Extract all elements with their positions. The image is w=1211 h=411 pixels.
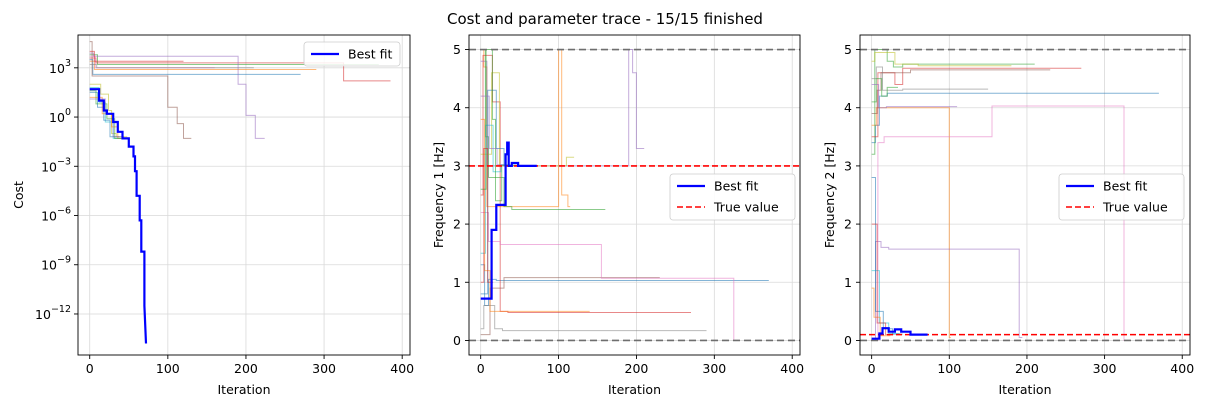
freq1-trial-line bbox=[480, 305, 707, 332]
cost-trial-line bbox=[89, 52, 265, 139]
cost-axes: 0 100 200 300 400 103 100 10−3 10−6 10−9 10−12 Iter… bbox=[11, 34, 414, 397]
freq1-ytick-label: 5 bbox=[453, 42, 461, 57]
freq1-xtick-label: 400 bbox=[780, 361, 804, 376]
cost-ytick-label: 10−9 bbox=[41, 255, 71, 273]
freq1-xtick-label: 100 bbox=[547, 361, 571, 376]
freq2-frame bbox=[859, 34, 1191, 356]
freq2-trial-line bbox=[871, 84, 958, 109]
cost-xtick-label: 300 bbox=[312, 361, 336, 376]
freq1-legend-label: True value bbox=[713, 200, 779, 215]
cost-trial-line bbox=[89, 50, 184, 62]
freq1-legend: Best fit True value bbox=[669, 173, 796, 221]
freq1-trial-line bbox=[480, 277, 660, 336]
cost-trial-line bbox=[89, 64, 254, 69]
freq1-xtick-label: 0 bbox=[477, 361, 485, 376]
freq2-trial-line bbox=[871, 66, 989, 91]
freq1-xtick-label: 200 bbox=[625, 361, 649, 376]
freq2-ytick-label: 4 bbox=[844, 100, 852, 115]
freq2-xtick-label: 0 bbox=[868, 361, 876, 376]
freq2-xtick-label: 400 bbox=[1170, 361, 1194, 376]
freq1-trial-line bbox=[480, 49, 571, 208]
freq2-ytick-label: 5 bbox=[844, 42, 852, 57]
cost-xlabel: Iteration bbox=[217, 382, 270, 397]
cost-ytick-label: 10−3 bbox=[41, 156, 71, 174]
freq1-ytick-label: 3 bbox=[453, 158, 461, 173]
freq1-trial-line bbox=[480, 54, 691, 313]
cost-best-fit-line bbox=[89, 88, 148, 344]
freq1-xtick-label: 300 bbox=[702, 361, 726, 376]
freq1-ylabel: Frequency 1 [Hz] bbox=[431, 142, 446, 248]
freq2-xlabel: Iteration bbox=[998, 382, 1051, 397]
freq2-legend-label: Best fit bbox=[1103, 179, 1148, 194]
freq1-axes: 0 100 200 300 400 0 1 2 3 4 5 Iteration Frequency 1 … bbox=[431, 34, 804, 397]
cost-xtick-label: 0 bbox=[86, 361, 94, 376]
figure-title: Cost and parameter trace - 15/15 finishe… bbox=[447, 10, 763, 28]
freq2-ytick-label: 1 bbox=[844, 275, 852, 290]
freq1-trial-line bbox=[480, 49, 520, 202]
freq1-frame bbox=[468, 34, 801, 356]
freq1-trial-line bbox=[480, 148, 494, 283]
freq2-legend-label: True value bbox=[1102, 200, 1168, 215]
freq1-trial-line bbox=[480, 212, 738, 341]
freq2-trial-line bbox=[871, 92, 1159, 144]
freq2-xtick-label: 100 bbox=[937, 361, 961, 376]
cost-trial-line bbox=[89, 59, 301, 75]
freq2-trial-line bbox=[871, 49, 1035, 155]
freq2-trial-line bbox=[871, 78, 898, 103]
freq2-trial-line bbox=[871, 52, 1012, 67]
freq1-ytick-label: 0 bbox=[453, 333, 461, 348]
cost-ytick-label: 100 bbox=[49, 107, 71, 125]
cost-ytick-label: 10−6 bbox=[41, 206, 71, 224]
freq1-trial-line bbox=[480, 118, 590, 312]
cost-legend-box bbox=[303, 41, 401, 67]
freq2-trial-line bbox=[871, 67, 1082, 138]
cost-xtick-label: 400 bbox=[390, 361, 414, 376]
freq1-trials bbox=[480, 49, 769, 341]
freq2-trial-line bbox=[871, 177, 903, 335]
freq1-legend-label: Best fit bbox=[714, 179, 759, 194]
freq2-trial-line bbox=[871, 223, 894, 336]
freq2-ytick-label: 3 bbox=[844, 158, 852, 173]
cost-legend: Best fit bbox=[303, 41, 401, 67]
freq2-trial-line bbox=[871, 69, 1051, 114]
freq2-best-fit-line bbox=[871, 327, 928, 340]
cost-ytick-label: 103 bbox=[49, 58, 71, 76]
freq2-trial-line bbox=[871, 241, 1023, 341]
cost-xtick-label: 200 bbox=[234, 361, 258, 376]
cost-frame bbox=[77, 34, 411, 356]
freq2-xtick-label: 200 bbox=[1015, 361, 1039, 376]
freq1-ytick-label: 2 bbox=[453, 217, 461, 232]
cost-trials bbox=[89, 41, 391, 139]
freq1-trial-line bbox=[480, 49, 606, 210]
freq1-best-fit-line bbox=[480, 141, 537, 300]
freq2-trials bbox=[871, 49, 1159, 341]
freq2-axes: 0 100 200 300 400 0 1 2 3 4 5 Iteration Frequency 2 … bbox=[822, 34, 1194, 397]
freq2-ylabel: Frequency 2 [Hz] bbox=[822, 142, 837, 248]
cost-trial-line bbox=[89, 41, 192, 139]
freq2-xtick-label: 300 bbox=[1093, 361, 1117, 376]
freq1-ytick-label: 1 bbox=[453, 275, 461, 290]
cost-ylabel: Cost bbox=[11, 181, 26, 209]
freq2-ytick-label: 0 bbox=[844, 333, 852, 348]
cost-xtick-label: 100 bbox=[156, 361, 180, 376]
freq2-legend: Best fit True value bbox=[1058, 173, 1185, 221]
cost-legend-label: Best fit bbox=[348, 47, 393, 62]
freq1-trial-line bbox=[480, 264, 769, 306]
freq1-trial-line bbox=[480, 72, 575, 167]
cost-trial-line bbox=[89, 83, 128, 138]
freq1-ytick-label: 4 bbox=[453, 100, 461, 115]
cost-ytick-label: 10−12 bbox=[35, 304, 71, 322]
freq2-ytick-label: 2 bbox=[844, 217, 852, 232]
freq1-trial-line bbox=[480, 49, 645, 167]
freq2-trial-line bbox=[871, 105, 1128, 341]
freq2-trial-line bbox=[871, 107, 951, 338]
cost-trial-line bbox=[89, 55, 215, 69]
freq1-trial-line bbox=[480, 95, 507, 166]
freq1-xlabel: Iteration bbox=[608, 382, 661, 397]
